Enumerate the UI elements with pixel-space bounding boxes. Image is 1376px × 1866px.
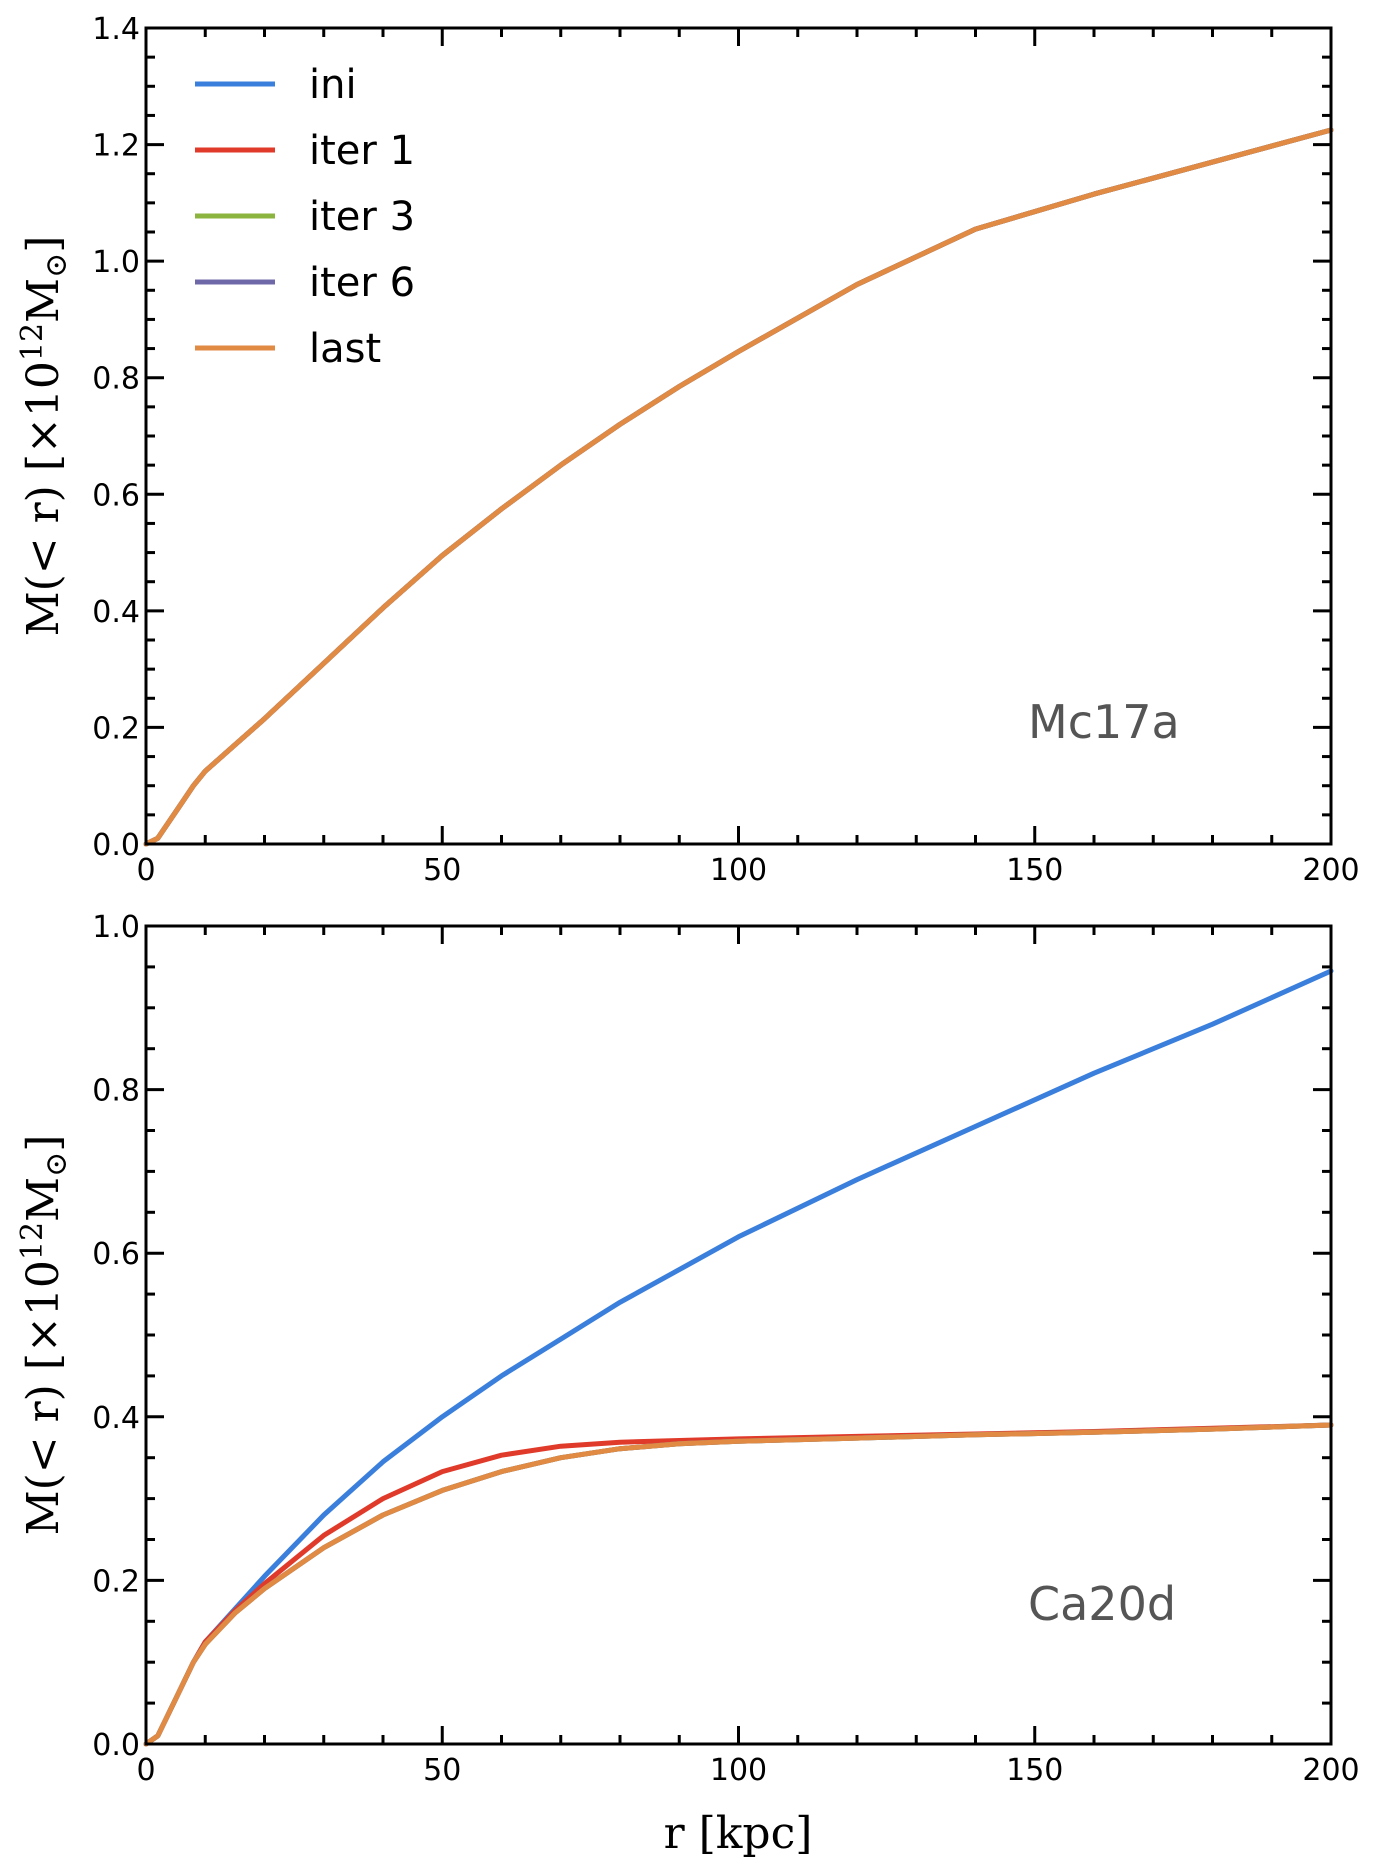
bottom-y-tick-label: 1.0	[92, 910, 140, 945]
bottom-y-tick-label: 0.8	[92, 1074, 140, 1109]
bottom-panel: 0 50 100 150 200 0.0 0.2 0.4 0.6 0.8 1.0 Ca20d M(…	[15, 910, 1360, 1859]
top-panel: 0 50 100 150 200 0.0 0.2 0.4 0.6 0.8 1.0 1.2 1.4 in…	[15, 12, 1360, 888]
annotation-ca20d: Ca20d	[1028, 1577, 1176, 1631]
legend-label-last: last	[309, 326, 381, 372]
top-y-tick-label: 1.0	[92, 245, 140, 280]
bottom-y-tick-label: 0.0	[92, 1728, 140, 1763]
top-y-tick-label: 0.4	[92, 595, 140, 630]
top-y-tick-label: 0.0	[92, 828, 140, 863]
bottom-series-last	[143, 1422, 1334, 1747]
bottom-y-axis-label: M(< r) [×1012M⊙]	[15, 1135, 74, 1536]
top-x-tick-label: 100	[710, 853, 767, 888]
top-x-tick-label: 150	[1006, 853, 1063, 888]
top-x-tick-label: 0	[136, 853, 155, 888]
bottom-series-layer	[143, 968, 1334, 1747]
top-y-tick-label: 0.6	[92, 478, 140, 513]
bottom-x-tick-label: 50	[423, 1753, 461, 1788]
top-y-tick-label: 1.4	[92, 12, 140, 47]
top-x-tick-labels: 0 50 100 150 200	[136, 853, 1359, 888]
bottom-y-tick-label: 0.2	[92, 1564, 140, 1599]
bottom-x-tick-label: 200	[1302, 1753, 1359, 1788]
bottom-x-tick-label: 0	[136, 1753, 155, 1788]
bottom-x-tick-label: 100	[710, 1753, 767, 1788]
bottom-y-tick-label: 0.4	[92, 1401, 140, 1436]
legend-label-iter-3: iter 3	[309, 194, 415, 240]
top-y-tick-label: 1.2	[92, 129, 140, 164]
top-series-last	[143, 127, 1334, 847]
top-series-layer	[143, 127, 1334, 847]
legend-label-iter-6: iter 6	[309, 260, 415, 306]
bottom-y-tick-labels: 0.0 0.2 0.4 0.6 0.8 1.0	[92, 910, 140, 1763]
bottom-ticks-layer	[144, 924, 1333, 1746]
legend: ini iter 1 iter 3 iter 6 last	[195, 62, 415, 372]
annotation-mc17a: Mc17a	[1028, 695, 1180, 749]
legend-label-ini: ini	[309, 62, 357, 108]
bottom-x-tick-labels: 0 50 100 150 200	[136, 1753, 1359, 1788]
x-axis-label: r [kpc]	[664, 1808, 813, 1859]
top-y-axis-label: M(< r) [×1012M⊙]	[15, 236, 74, 637]
bottom-y-tick-label: 0.6	[92, 1237, 140, 1272]
top-x-tick-label: 50	[423, 853, 461, 888]
top-x-tick-label: 200	[1302, 853, 1359, 888]
top-y-tick-label: 0.2	[92, 711, 140, 746]
legend-label-iter-1: iter 1	[309, 128, 415, 174]
bottom-x-tick-label: 150	[1006, 1753, 1063, 1788]
top-ticks-layer	[144, 26, 1333, 846]
top-y-tick-label: 0.8	[92, 362, 140, 397]
top-y-tick-labels: 0.0 0.2 0.4 0.6 0.8 1.0 1.2 1.4	[92, 12, 140, 863]
